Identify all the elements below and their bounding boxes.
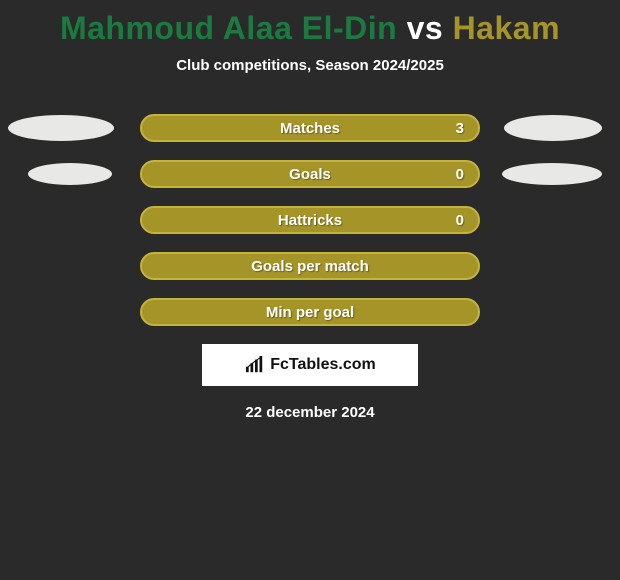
stat-value: 0 [456,166,464,183]
title-vs: vs [407,10,444,46]
stat-bar: Matches 3 [140,114,480,142]
stat-row-min-per-goal: Min per goal [0,298,620,326]
stat-row-goals-per-match: Goals per match [0,252,620,280]
avatar-placeholder-right [504,115,602,141]
subtitle: Club competitions, Season 2024/2025 [176,57,444,74]
stat-value: 3 [456,120,464,137]
title-player-right: Hakam [453,10,560,46]
stat-row-hattricks: Hattricks 0 [0,206,620,234]
logo-text: FcTables.com [270,356,376,374]
bars-icon [244,356,266,374]
stat-label: Hattricks [278,212,342,229]
stat-row-goals: Goals 0 [0,160,620,188]
stat-label: Goals per match [251,258,369,275]
stats-bars: Matches 3 Goals 0 Hattricks 0 Goals per … [0,114,620,326]
stat-bar: Hattricks 0 [140,206,480,234]
stat-bar: Goals 0 [140,160,480,188]
comparison-infographic: Mahmoud Alaa El-Din vs Hakam Club compet… [0,0,620,580]
stat-value: 0 [456,212,464,229]
stat-bar: Goals per match [140,252,480,280]
avatar-placeholder-left [28,163,112,185]
stat-label: Goals [289,166,331,183]
stat-label: Matches [280,120,340,137]
avatar-placeholder-left [8,115,114,141]
page-title: Mahmoud Alaa El-Din vs Hakam [60,10,560,47]
date: 22 december 2024 [245,404,374,421]
stat-row-matches: Matches 3 [0,114,620,142]
logo: FcTables.com [202,344,418,386]
avatar-placeholder-right [502,163,602,185]
stat-bar: Min per goal [140,298,480,326]
stat-label: Min per goal [266,304,354,321]
title-player-left: Mahmoud Alaa El-Din [60,10,397,46]
